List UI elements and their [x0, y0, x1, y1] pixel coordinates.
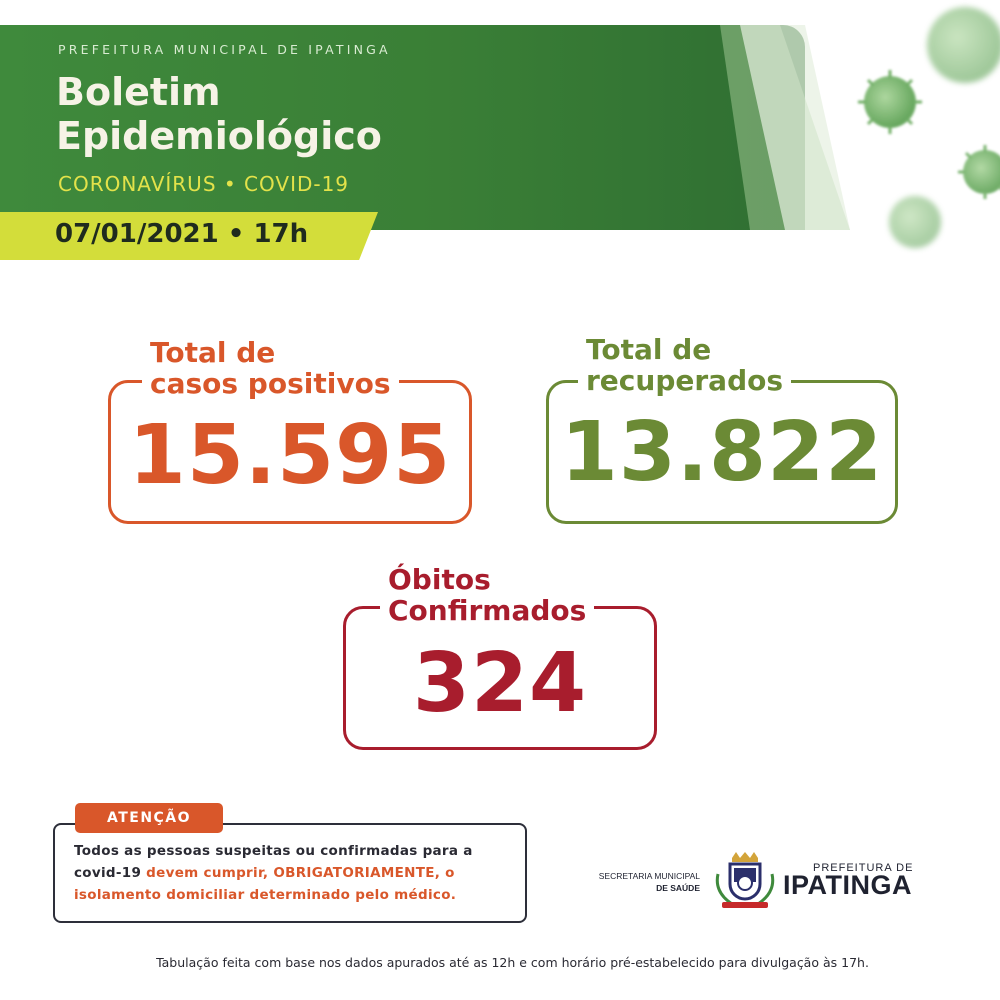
deaths-label-line-2: Confirmados [388, 594, 587, 627]
header-banner [0, 25, 805, 230]
footer-note: Tabulação feita com base nos dados apura… [156, 955, 869, 970]
deaths-label: Óbitos Confirmados [380, 563, 595, 627]
title-line-2: Epidemiológico [56, 114, 382, 158]
positive-cases-value: 15.595 [128, 408, 452, 503]
attention-text-a: Todos as pessoas suspeitas ou confirmada… [74, 843, 473, 881]
attention-box [53, 823, 527, 923]
positive-cases-label: Total de casos positivos [142, 337, 399, 399]
positive-cases-label-line-2: casos positivos [150, 367, 391, 400]
attention-tag: ATENÇÃO [75, 803, 223, 833]
deaths-label-line-1: Óbitos [388, 563, 491, 596]
attention-text: Todos as pessoas suspeitas ou confirmada… [74, 840, 514, 906]
recovered-label-line-2: recuperados [586, 364, 784, 397]
virus-illustration [858, 7, 1000, 248]
secretaria-saude-logo: SECRETARIA MUNICIPAL DE SAÚDE [590, 870, 700, 894]
recovered-label: Total de recuperados [578, 333, 792, 397]
page-title: Boletim Epidemiológico [56, 70, 382, 158]
recovered-label-line-1: Total de [586, 333, 712, 366]
prefeitura-ipatinga-logo: IPATINGA [783, 870, 912, 900]
title-line-1: Boletim [56, 70, 221, 114]
header-fold-decoration [720, 25, 850, 230]
page-subtitle: CORONAVÍRUS • COVID-19 [58, 172, 350, 196]
date-bar [0, 212, 378, 260]
org-name: PREFEITURA MUNICIPAL DE IPATINGA [58, 42, 391, 57]
attention-text-b: devem cumprir, OBRIGATORIAMENTE, o isola… [74, 865, 457, 903]
secretaria-line-2: DE SAÚDE [656, 883, 700, 893]
deaths-value: 324 [412, 636, 588, 731]
prefeitura-small-label: PREFEITURA DE [813, 862, 914, 874]
recovered-value: 13.822 [560, 405, 884, 500]
coat-of-arms-icon [715, 852, 775, 908]
secretaria-line-1: SECRETARIA MUNICIPAL [598, 871, 700, 881]
bulletin-date: 07/01/2021 • 17h [55, 219, 309, 249]
positive-cases-label-line-1: Total de [150, 336, 276, 369]
